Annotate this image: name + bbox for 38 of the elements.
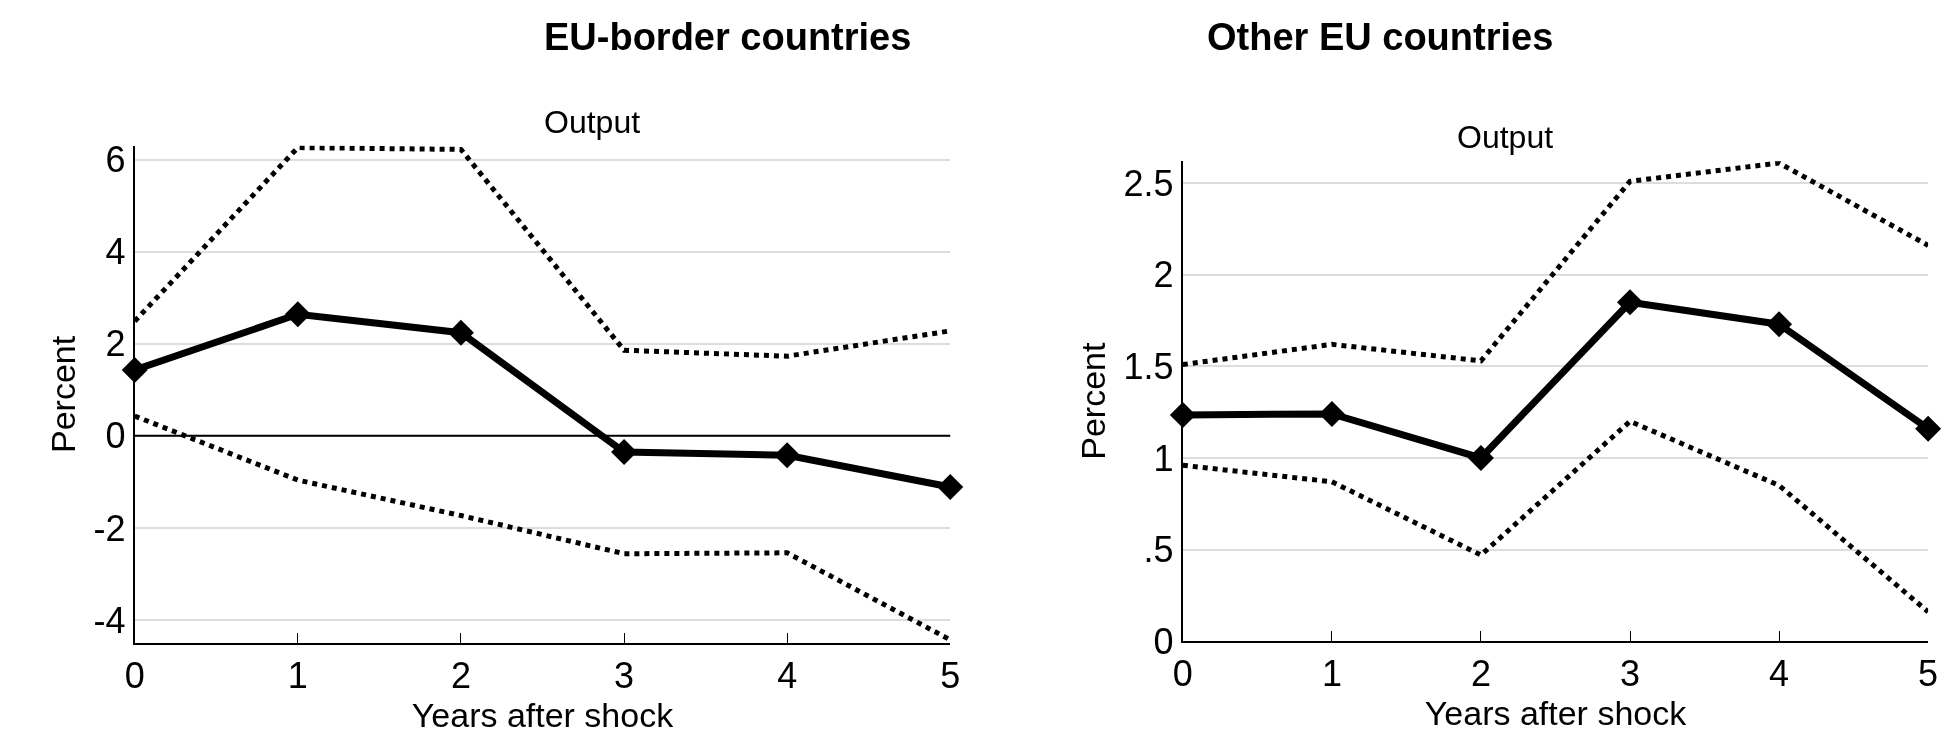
x-tick-label: 3 — [1620, 653, 1641, 695]
x-tick-label: 5 — [1918, 653, 1939, 695]
x-axis-title: Years after shock — [1424, 694, 1688, 733]
y-tick-label: .5 — [1143, 529, 1174, 571]
y-axis-title: Percent — [43, 335, 82, 454]
point — [1467, 444, 1494, 471]
y-tick-label: 2.5 — [1123, 162, 1174, 204]
chart-title: Other EU countries — [1207, 16, 1554, 58]
y-tick-label: 2 — [1153, 254, 1174, 296]
y-axis-title: Percent — [1073, 342, 1112, 460]
chart-subtitle: Output — [1457, 119, 1554, 155]
point — [1766, 311, 1793, 338]
chart-title: EU-border countries — [544, 16, 912, 58]
y-tick-label: 0 — [1153, 620, 1174, 662]
x-tick-label: 4 — [1769, 653, 1790, 695]
chart-subtitle: Output — [544, 104, 641, 140]
y-tick-label: 1 — [1153, 437, 1174, 479]
x-tick-label: 2 — [450, 655, 471, 697]
y-tick-label: -4 — [93, 599, 126, 641]
point — [284, 301, 311, 328]
point — [1617, 289, 1644, 316]
y-tick-label: -2 — [93, 507, 126, 549]
point — [774, 442, 801, 469]
y-tick-label: 0 — [105, 415, 126, 457]
x-tick-label: 1 — [287, 655, 308, 697]
y-tick-label: 2 — [105, 323, 126, 365]
y-tick-label: 1.5 — [1123, 345, 1174, 387]
y-tick-label: 6 — [105, 139, 126, 181]
x-tick-label: 3 — [614, 655, 635, 697]
point — [937, 473, 964, 500]
x-tick-label: 5 — [940, 655, 961, 697]
point — [1915, 415, 1942, 442]
x-axis-title: Years after shock — [411, 696, 675, 735]
point — [447, 319, 474, 346]
y-tick-label: 4 — [105, 231, 126, 273]
x-tick-label: 2 — [1470, 653, 1491, 695]
x-tick-label: 1 — [1321, 653, 1342, 695]
x-tick-label: 4 — [777, 655, 798, 697]
